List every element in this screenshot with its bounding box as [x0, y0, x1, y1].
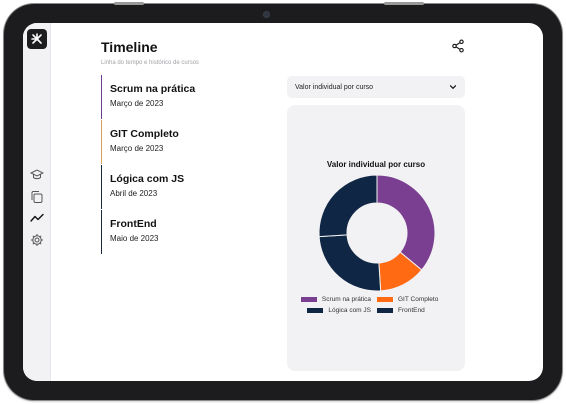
- share-icon[interactable]: [451, 39, 465, 53]
- app-screen: Timeline Linha do tempo e histórico de c…: [23, 23, 543, 381]
- camera: [264, 12, 269, 17]
- donut-slice-0[interactable]: [376, 174, 436, 271]
- sidebar: [23, 23, 51, 381]
- page-title: Timeline: [101, 39, 158, 55]
- legend-swatch: [377, 308, 393, 313]
- chart-title: Valor individual por curso: [326, 160, 426, 169]
- chevron-down-icon: [449, 78, 457, 96]
- legend-swatch: [300, 297, 317, 302]
- legend-label: FrontEnd: [398, 307, 425, 314]
- tablet-button: [114, 2, 144, 5]
- timeline-item[interactable]: FrontEnd Maio de 2023: [101, 210, 241, 254]
- timeline-item[interactable]: Scrum na prática Março de 2023: [101, 75, 241, 119]
- timeline-item[interactable]: GIT Completo Março de 2023: [101, 120, 241, 164]
- legend-item[interactable]: GIT Completo: [377, 296, 457, 303]
- legend-swatch: [307, 308, 324, 313]
- donut-slice-3[interactable]: [318, 174, 378, 238]
- graduation-cap-icon[interactable]: [29, 167, 45, 183]
- donut-chart: [318, 174, 436, 292]
- chart-type-select[interactable]: Valor individual por curso: [287, 76, 465, 98]
- course-date: Maio de 2023: [110, 234, 159, 243]
- select-value: Valor individual por curso: [295, 83, 374, 91]
- legend-label: Scrum na prática: [321, 296, 371, 303]
- legend-item[interactable]: FrontEnd: [377, 307, 457, 314]
- course-name: Scrum na prática: [110, 83, 196, 95]
- course-name: Lógica com JS: [110, 173, 185, 185]
- course-name: FrontEnd: [110, 218, 157, 230]
- course-name: GIT Completo: [110, 128, 179, 140]
- trend-line-icon[interactable]: [29, 210, 45, 226]
- page-subtitle: Linha do tempo e histórico de cursos: [101, 60, 200, 66]
- course-date: Março de 2023: [110, 99, 164, 108]
- logo-icon[interactable]: [27, 29, 47, 49]
- chart-card: Valor individual por curso Scrum na prát…: [287, 105, 465, 371]
- timeline-item[interactable]: Lógica com JS Abril de 2023: [101, 165, 241, 209]
- tablet-button: [384, 2, 424, 5]
- legend-swatch: [377, 297, 393, 302]
- legend-item[interactable]: Lógica com JS: [287, 307, 377, 314]
- legend-label: GIT Completo: [398, 296, 439, 303]
- donut-slice-2[interactable]: [318, 234, 382, 292]
- course-date: Abril de 2023: [110, 189, 158, 198]
- legend-label: Lógica com JS: [328, 307, 371, 314]
- legend-item[interactable]: Scrum na prática: [287, 296, 377, 303]
- chart-legend: Scrum na prática GIT Completo Lógica com J…: [287, 296, 465, 314]
- copy-icon[interactable]: [29, 189, 45, 205]
- tablet-frame: Timeline Linha do tempo e histórico de c…: [4, 2, 562, 400]
- gear-icon[interactable]: [29, 232, 45, 248]
- course-date: Março de 2023: [110, 144, 164, 153]
